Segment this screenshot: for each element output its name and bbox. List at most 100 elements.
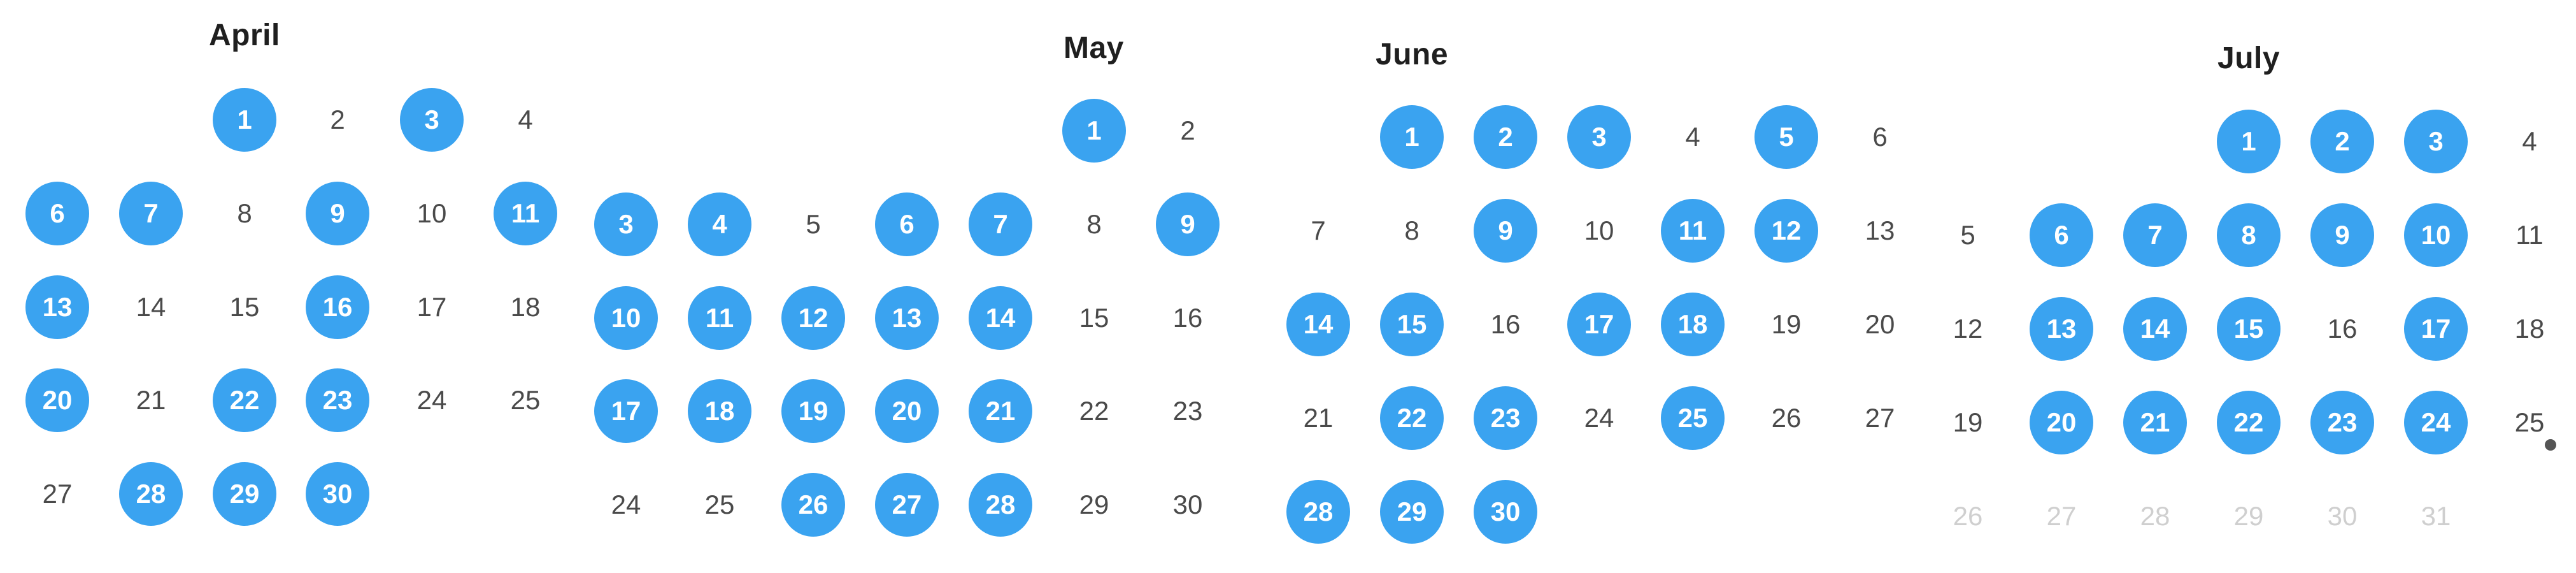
day-may-24[interactable]: 24	[611, 490, 641, 519]
day-may-9[interactable]: 9	[1156, 192, 1220, 256]
day-may-25[interactable]: 25	[704, 490, 735, 519]
day-may-18[interactable]: 18	[688, 379, 751, 443]
day-may-30[interactable]: 30	[1172, 490, 1203, 519]
day-may-12[interactable]: 12	[781, 286, 845, 350]
day-may-17[interactable]: 17	[594, 379, 658, 443]
day-july-19[interactable]: 19	[1953, 407, 1983, 437]
day-july-21[interactable]: 21	[2123, 391, 2187, 454]
day-july-20[interactable]: 20	[2030, 391, 2093, 454]
day-june-20[interactable]: 20	[1865, 309, 1895, 339]
day-june-24[interactable]: 24	[1584, 403, 1614, 433]
day-may-13[interactable]: 13	[875, 286, 939, 350]
day-june-12[interactable]: 12	[1754, 199, 1818, 263]
day-june-9[interactable]: 9	[1474, 199, 1537, 263]
day-april-4[interactable]: 4	[518, 105, 533, 134]
day-april-21[interactable]: 21	[136, 385, 166, 415]
day-may-6[interactable]: 6	[875, 192, 939, 256]
day-june-18[interactable]: 18	[1661, 293, 1725, 356]
day-may-26[interactable]: 26	[781, 473, 845, 537]
day-june-6[interactable]: 6	[1872, 122, 1888, 152]
day-may-15[interactable]: 15	[1079, 303, 1109, 333]
day-april-15[interactable]: 15	[229, 292, 260, 322]
day-april-25[interactable]: 25	[510, 385, 541, 415]
day-june-16[interactable]: 16	[1490, 309, 1521, 339]
day-april-9[interactable]: 9	[306, 182, 369, 245]
day-july-23[interactable]: 23	[2310, 391, 2374, 454]
day-may-11[interactable]: 11	[688, 286, 751, 350]
day-july-1[interactable]: 1	[2217, 110, 2281, 173]
day-june-8[interactable]: 8	[1404, 215, 1420, 245]
day-may-16[interactable]: 16	[1172, 303, 1203, 333]
day-june-10[interactable]: 10	[1584, 215, 1614, 245]
day-july-4[interactable]: 4	[2522, 126, 2537, 156]
day-april-8[interactable]: 8	[237, 198, 252, 228]
day-april-24[interactable]: 24	[416, 385, 447, 415]
day-april-14[interactable]: 14	[136, 292, 166, 322]
day-june-11[interactable]: 11	[1661, 199, 1725, 263]
day-june-15[interactable]: 15	[1380, 293, 1444, 356]
day-april-10[interactable]: 10	[416, 198, 447, 228]
day-july-27[interactable]: 27	[2046, 501, 2077, 531]
day-july-15[interactable]: 15	[2217, 297, 2281, 361]
day-june-25[interactable]: 25	[1661, 386, 1725, 450]
day-may-22[interactable]: 22	[1079, 396, 1109, 426]
day-april-27[interactable]: 27	[42, 479, 73, 509]
day-july-17[interactable]: 17	[2404, 297, 2468, 361]
day-july-14[interactable]: 14	[2123, 297, 2187, 361]
day-june-14[interactable]: 14	[1286, 293, 1350, 356]
day-april-3[interactable]: 3	[400, 88, 464, 152]
day-april-1[interactable]: 1	[213, 88, 276, 152]
day-july-3[interactable]: 3	[2404, 110, 2468, 173]
day-may-27[interactable]: 27	[875, 473, 939, 537]
day-june-5[interactable]: 5	[1754, 105, 1818, 169]
day-june-29[interactable]: 29	[1380, 480, 1444, 544]
day-april-29[interactable]: 29	[213, 462, 276, 526]
day-june-26[interactable]: 26	[1771, 403, 1802, 433]
day-may-8[interactable]: 8	[1086, 209, 1102, 239]
day-june-23[interactable]: 23	[1474, 386, 1537, 450]
day-july-28[interactable]: 28	[2140, 501, 2170, 531]
day-july-7[interactable]: 7	[2123, 203, 2187, 267]
day-july-2[interactable]: 2	[2310, 110, 2374, 173]
day-june-7[interactable]: 7	[1311, 215, 1326, 245]
day-may-5[interactable]: 5	[806, 209, 821, 239]
day-july-29[interactable]: 29	[2233, 501, 2264, 531]
day-april-30[interactable]: 30	[306, 462, 369, 526]
day-july-8[interactable]: 8	[2217, 203, 2281, 267]
day-june-3[interactable]: 3	[1567, 105, 1631, 169]
day-july-13[interactable]: 13	[2030, 297, 2093, 361]
day-june-2[interactable]: 2	[1474, 105, 1537, 169]
day-june-17[interactable]: 17	[1567, 293, 1631, 356]
day-july-12[interactable]: 12	[1953, 314, 1983, 344]
day-june-1[interactable]: 1	[1380, 105, 1444, 169]
day-july-25[interactable]: 25	[2514, 407, 2545, 437]
day-july-26[interactable]: 26	[1953, 501, 1983, 531]
day-june-28[interactable]: 28	[1286, 480, 1350, 544]
day-may-1[interactable]: 1	[1062, 99, 1126, 163]
day-july-9[interactable]: 9	[2310, 203, 2374, 267]
day-may-20[interactable]: 20	[875, 379, 939, 443]
day-july-5[interactable]: 5	[1960, 220, 1975, 250]
day-april-13[interactable]: 13	[25, 275, 89, 339]
day-april-20[interactable]: 20	[25, 368, 89, 432]
day-june-19[interactable]: 19	[1771, 309, 1802, 339]
day-may-2[interactable]: 2	[1180, 115, 1195, 145]
day-may-29[interactable]: 29	[1079, 490, 1109, 519]
day-may-3[interactable]: 3	[594, 192, 658, 256]
day-july-30[interactable]: 30	[2327, 501, 2358, 531]
day-may-7[interactable]: 7	[969, 192, 1032, 256]
day-may-4[interactable]: 4	[688, 192, 751, 256]
day-may-10[interactable]: 10	[594, 286, 658, 350]
day-june-27[interactable]: 27	[1865, 403, 1895, 433]
day-june-4[interactable]: 4	[1685, 122, 1700, 152]
day-july-18[interactable]: 18	[2514, 314, 2545, 344]
day-april-17[interactable]: 17	[416, 292, 447, 322]
day-april-16[interactable]: 16	[306, 275, 369, 339]
day-june-22[interactable]: 22	[1380, 386, 1444, 450]
day-april-2[interactable]: 2	[330, 105, 345, 134]
day-may-19[interactable]: 19	[781, 379, 845, 443]
day-june-21[interactable]: 21	[1303, 403, 1334, 433]
day-april-28[interactable]: 28	[119, 462, 183, 526]
day-april-23[interactable]: 23	[306, 368, 369, 432]
day-july-24[interactable]: 24	[2404, 391, 2468, 454]
